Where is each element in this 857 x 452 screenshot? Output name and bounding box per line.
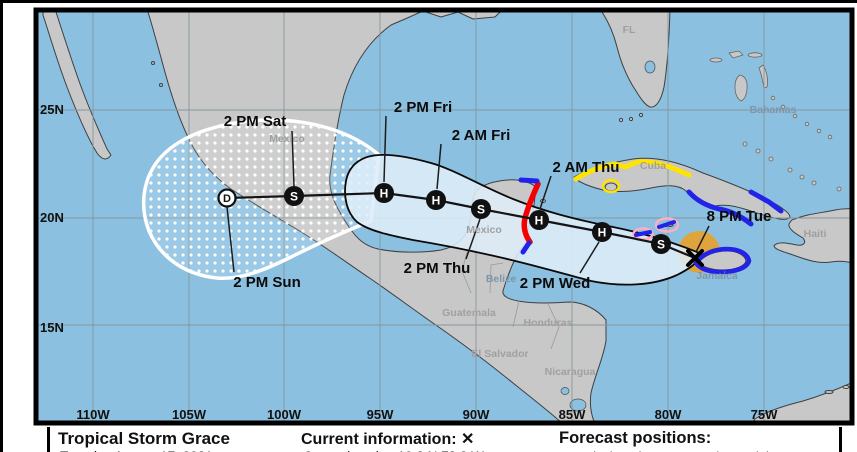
ts-warning-cayman-1 [657,220,676,229]
label-haiti: Haiti [804,228,827,240]
label-nicaragua: Nicaragua [545,366,596,378]
lon-label-75w: 75W [751,407,778,422]
time-label-8pm-tue: 8 PM Tue [707,208,772,225]
marker-tropical-storm: S [284,186,304,206]
time-label-2pm-thu: 2 PM Thu [404,260,471,277]
label-el-salvador: El Salvador [471,348,528,360]
current-position-x-glyph: ✕ [461,431,475,448]
label-cuba: Cuba [640,160,666,172]
current-information-label: Current information: [301,431,457,448]
marker-hurricane: H [374,183,394,203]
label-mexico-north: Mexico [269,133,305,145]
ts-warning-yucatan-north [518,177,540,184]
lat-label-25n: 25N [40,102,64,117]
ts-watch-cuba-north [573,159,692,182]
marker-tropical-storm: S [651,234,671,254]
florida [601,12,671,108]
cuba-island [573,157,791,220]
post-potential-tc-icon: ○ [681,449,689,452]
center-location: Center location 19.2 N 78.2 W [303,449,484,452]
lakes [560,60,656,412]
svg-text:H: H [380,187,389,201]
label-connectors [226,115,710,274]
svg-text:S: S [290,190,298,204]
forecast-position-markers: D S H H S H H [217,183,704,267]
marker-hurricane: H [529,210,549,230]
storm-name: Tropical Storm Grace [58,429,230,448]
svg-text:S: S [657,238,665,252]
lon-label-85w: 85W [559,407,586,422]
lon-label-80w: 80W [655,407,682,422]
forecast-cone-map: D S H H S H H [33,7,855,426]
time-label-2pm-sat: 2 PM Sat [224,113,287,130]
forecast-positions-heading: Forecast positions: [559,429,712,447]
time-label-2am-fri: 2 AM Fri [452,127,511,144]
graticule-labels: 25N 20N 15N 110W 105W 100W 95W 90W 85W 8… [40,102,778,422]
ts-watch-isla-juventud [601,178,621,194]
svg-text:H: H [432,194,441,208]
lat-label-20n: 20N [40,210,64,225]
current-position-x-icon [686,249,704,267]
bahamas-islands [709,50,842,192]
legend-band: Tropical Storm Grace Tuesday August 17, … [3,427,857,452]
label-belize: Belize [486,273,517,285]
ts-warning-yucatan-south [520,240,532,255]
marker-tropical-depression: D [217,188,237,208]
ts-warning-jamaica [693,246,752,275]
marker-tropical-storm: S [471,199,491,219]
legend-divider-left [47,427,50,452]
svg-text:S: S [477,203,485,217]
cone-days-4-5 [141,118,381,281]
time-label-2pm-wed: 2 PM Wed [520,275,591,292]
place-labels: FL Bahamas Cuba Haiti Jamaica Mexico Mex… [269,24,826,378]
label-guatemala: Guatemala [442,307,496,319]
marker-hurricane: H [592,222,612,242]
lon-label-105w: 105W [172,407,207,422]
map-frame [33,7,855,426]
time-label-2am-thu: 2 AM Thu [553,159,620,176]
ts-warning-cuba-east [748,189,784,214]
lon-label-110w: 110W [76,407,110,422]
marker-hurricane: H [426,190,446,210]
ts-warning-cuba-south [686,189,754,227]
label-jamaica: Jamaica [696,270,738,282]
forecast-positions-key: ●Tropical Cyclone ○Post/Potential TC [559,449,790,452]
label-fl: FL [623,24,636,36]
time-label-2pm-sun: 2 PM Sun [233,274,301,291]
label-bahamas: Bahamas [750,104,797,116]
svg-text:H: H [535,214,544,228]
label-honduras: Honduras [523,317,572,329]
svg-text:D: D [223,193,231,205]
ts-warning-cayman-2 [634,230,652,237]
label-mexico-yucatan: Mexico [466,224,502,236]
hurricane-watch-cayman-1 [654,217,680,233]
lon-label-90w: 90W [463,407,490,422]
forecast-time-labels: 2 PM Sun 2 PM Sat 2 PM Fri 2 AM Fri 2 PM… [224,99,772,292]
baja-california [42,12,112,160]
storm-date: Tuesday August 17, 2021 [60,449,213,452]
time-label-2pm-fri: 2 PM Fri [394,99,452,116]
current-information-heading: Current information: ✕ [301,429,474,449]
lat-label-15n: 15N [40,320,64,335]
post-potential-tc-key-label: Post/Potential TC [689,449,790,452]
legend-divider-right [839,427,842,452]
tropical-cyclone-key-label: Tropical Cyclone [567,449,663,452]
tropical-cyclone-icon: ● [559,449,567,452]
lon-label-95w: 95W [367,407,394,422]
south-america-coast [751,382,850,422]
landmasses [42,12,850,422]
country-borders [461,244,560,350]
svg-text:H: H [598,226,607,240]
lon-label-100w: 100W [267,407,302,422]
